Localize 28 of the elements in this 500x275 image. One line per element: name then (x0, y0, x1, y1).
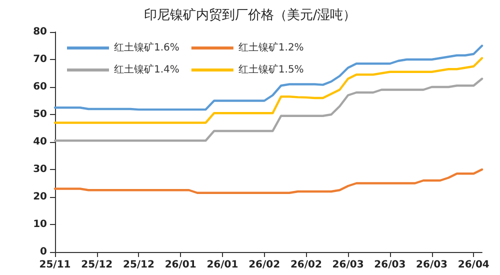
y-tick-label: 40 (33, 136, 48, 148)
y-tick-label: 60 (33, 82, 48, 92)
y-tick-label: 20 (33, 192, 48, 202)
x-tick-label: 26/01 (206, 260, 238, 270)
x-tick-label: 26/03 (416, 260, 448, 270)
x-tick-label: 25/12 (81, 260, 113, 270)
y-tick-label: 10 (33, 219, 48, 230)
y-tick-label: 80 (33, 26, 48, 38)
line-series (54, 168, 484, 194)
line-series (54, 78, 484, 142)
x-tick-label: 26/03 (374, 260, 406, 270)
x-tick-label: 26/03 (332, 260, 364, 270)
legend-label: 红土镍矿1.5% (238, 64, 304, 76)
x-tick-label: 26/01 (164, 260, 196, 270)
legend-label: 红土镍矿1.6% (114, 42, 180, 54)
y-tick-label: 30 (33, 164, 48, 175)
x-tick-label: 25/11 (39, 260, 71, 270)
x-tick-label: 25/12 (122, 260, 155, 270)
chart-title: 印尼镍矿内贸到厂价格（美元/湿吨） (144, 7, 356, 23)
y-tick-label: 50 (33, 109, 48, 120)
x-tick-label: 26/02 (290, 260, 322, 270)
x-tick-label: 26/02 (248, 260, 280, 270)
legend-label: 红土镍矿1.4% (114, 64, 180, 76)
y-tick-label: 70 (33, 54, 48, 65)
x-tick-label: 26/04 (458, 260, 490, 270)
line-series (54, 57, 484, 124)
y-tick-label: 0 (40, 246, 48, 258)
legend-label: 红土镍矿1.2% (238, 42, 304, 54)
